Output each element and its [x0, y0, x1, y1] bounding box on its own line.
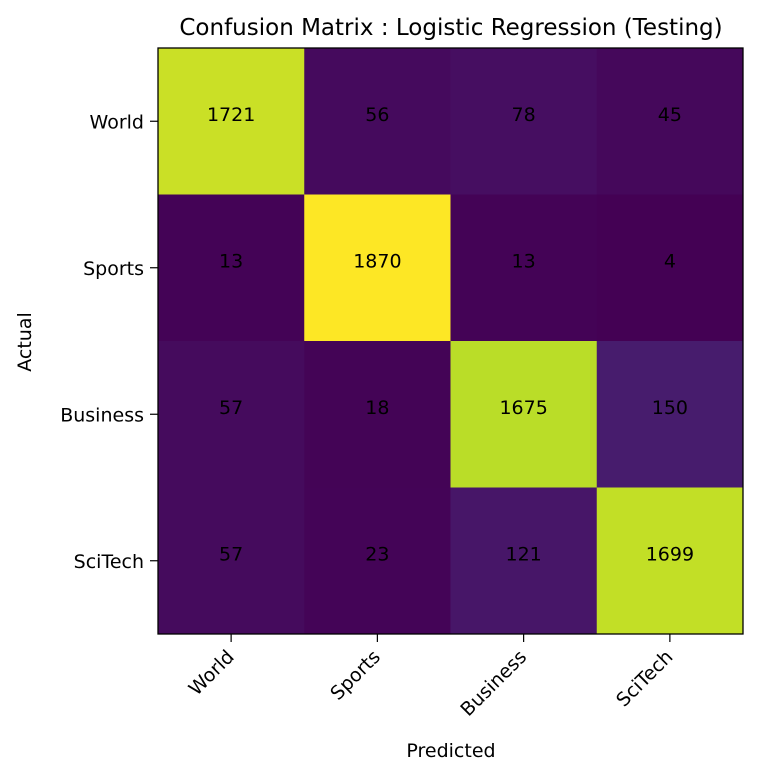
- heatmap-cell: [158, 194, 305, 342]
- heatmap-cell-label: 57: [219, 543, 243, 565]
- heatmap-cell-label: 13: [219, 250, 243, 272]
- heatmap-cell-label: 121: [505, 543, 541, 565]
- heatmap-cell-label: 56: [365, 104, 389, 126]
- heatmap-cell-label: 57: [219, 397, 243, 419]
- x-tick-label: Business: [456, 646, 531, 721]
- heatmap-cell: [450, 341, 598, 488]
- x-tick-label: SciTech: [612, 646, 677, 711]
- x-axis-ticks: World Sports Business SciTech: [185, 634, 677, 721]
- heatmap-cell-label: 23: [365, 543, 389, 565]
- x-axis-label: Predicted: [406, 740, 495, 762]
- heatmap-cell: [304, 48, 451, 195]
- heatmap-cell-label: 4: [664, 250, 676, 272]
- chart-title: Confusion Matrix : Logistic Regression (…: [179, 15, 722, 41]
- y-axis-label: Actual: [14, 312, 36, 372]
- heatmap-cell: [596, 487, 744, 635]
- y-tick-label: Sports: [83, 258, 144, 280]
- x-tick-label: World: [185, 646, 239, 700]
- y-axis-ticks: World Sports Business SciTech: [60, 111, 158, 573]
- heatmap-cell-label: 1870: [353, 250, 401, 272]
- heatmap-cell-label: 1699: [646, 543, 694, 565]
- heatmap-cell: [304, 194, 451, 342]
- heatmap-cell-label: 45: [658, 104, 682, 126]
- heatmap-cell: [158, 341, 305, 488]
- heatmap-cell: [596, 48, 744, 195]
- heatmap-cell: [450, 48, 598, 195]
- heatmap-cell: [596, 194, 744, 342]
- heatmap-cell-label: 18: [365, 397, 389, 419]
- heatmap-cell: [158, 487, 305, 635]
- heatmap-cell: [304, 487, 451, 635]
- heatmap-cell: [450, 487, 598, 635]
- heatmap-cell-label: 1675: [499, 397, 547, 419]
- heatmap-cell: [450, 194, 598, 342]
- y-tick-label: Business: [60, 404, 144, 426]
- heatmap-cell-label: 150: [652, 397, 688, 419]
- heatmap-cells: [158, 48, 744, 635]
- y-tick-label: World: [90, 111, 144, 133]
- heatmap-cell: [304, 341, 451, 488]
- heatmap-cell-label: 78: [512, 104, 536, 126]
- y-tick-label: SciTech: [74, 551, 144, 573]
- heatmap-cell: [596, 341, 744, 488]
- heatmap-cell-labels: 1721 56 78 45 13 1870 13 4 57 18 1675 150 57 23 121 169…: [207, 104, 694, 566]
- heatmap-cell: [158, 48, 305, 195]
- plot-frame: [157, 47, 744, 635]
- x-tick-label: Sports: [326, 646, 385, 705]
- heatmap-cell-label: 1721: [207, 104, 255, 126]
- heatmap-cell-label: 13: [512, 250, 536, 272]
